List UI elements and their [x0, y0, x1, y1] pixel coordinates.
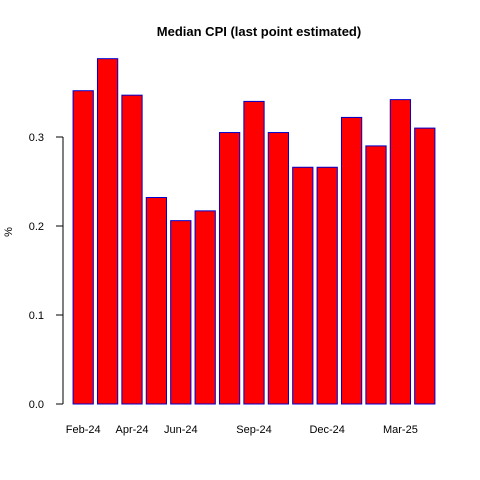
- bar-feb-25: [365, 145, 387, 405]
- bar-jun-24: [170, 220, 192, 405]
- bar-nov-24: [292, 166, 314, 405]
- bar-mar-24: [96, 58, 119, 405]
- bar-apr-24: [121, 94, 143, 405]
- chart-title: Median CPI (last point estimated): [157, 24, 361, 39]
- bar-dec-24: [316, 166, 338, 405]
- x-axis: Feb-24 Apr-24 Jun-24 Sep-24 Dec-24 Mar-25: [66, 424, 418, 436]
- bar-jul-24: [194, 210, 216, 405]
- y-tick-label: 0.1: [29, 310, 44, 322]
- bar-sep-24: [243, 100, 265, 405]
- bar-apr-25: [414, 127, 436, 405]
- y-tick-label: 0.3: [29, 132, 44, 144]
- x-tick-label: Dec-24: [309, 424, 344, 436]
- y-axis: 0.0 0.1 0.2 0.3: [29, 132, 64, 411]
- bar-aug-24: [218, 132, 241, 405]
- bar-mar-25: [389, 99, 412, 405]
- bar-feb-24: [72, 90, 94, 405]
- bar-jan-25: [340, 116, 363, 405]
- x-tick-label: Jun-24: [164, 424, 198, 436]
- y-tick-label: 0.0: [29, 399, 44, 411]
- y-axis-label: %: [3, 227, 15, 237]
- y-tick-label: 0.2: [29, 221, 44, 233]
- x-tick-label: Mar-25: [383, 424, 418, 436]
- x-tick-label: Sep-24: [236, 424, 271, 436]
- bars: [72, 58, 436, 405]
- bar-oct-24: [267, 132, 290, 405]
- x-tick-label: Apr-24: [115, 424, 148, 436]
- bar-may-24: [145, 197, 168, 405]
- x-tick-label: Feb-24: [66, 424, 101, 436]
